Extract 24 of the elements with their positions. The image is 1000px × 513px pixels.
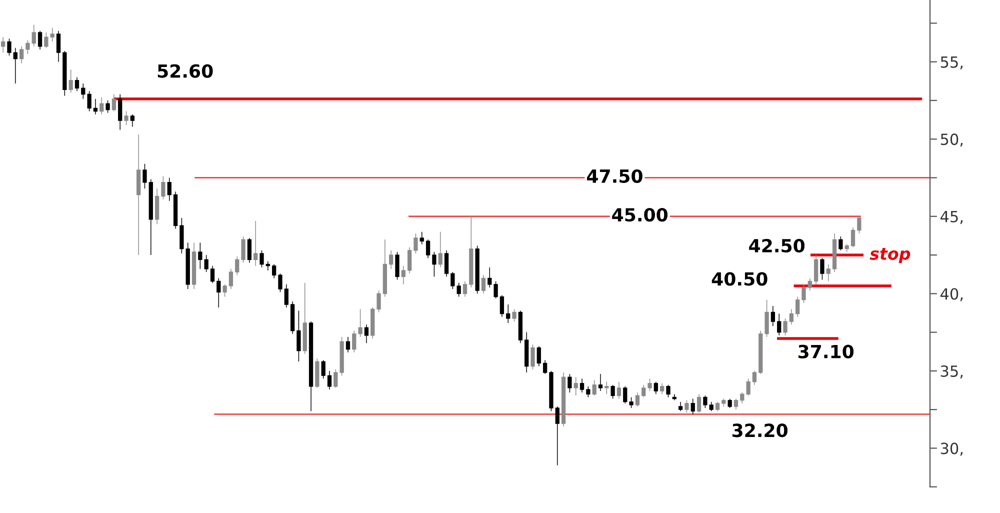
y-tick-label: 55, <box>940 56 963 70</box>
candlestick <box>254 221 258 266</box>
ref-line-label: 47.50 <box>586 169 642 183</box>
y-tick-label: 35, <box>940 365 963 379</box>
ref-line-label: 52.60 <box>158 64 213 78</box>
ref-line-label: 40.50 <box>712 272 768 286</box>
y-tick-label: 40, <box>940 288 963 302</box>
annotation: stop <box>870 248 910 264</box>
candlestick <box>672 394 676 400</box>
y-tick-label: 45, <box>940 211 963 224</box>
candlestick <box>1 37 6 53</box>
ref-line-label: 32.20 <box>732 424 788 438</box>
ref-line-label: 37.10 <box>798 344 854 358</box>
candlestick <box>506 304 510 324</box>
candlestick <box>598 374 603 392</box>
candlestick <box>136 134 141 256</box>
candlestick <box>13 48 18 84</box>
candlestick <box>93 98 98 114</box>
ref-line-label: 45.00 <box>612 208 668 222</box>
ref-line-label: 42.50 <box>749 238 805 253</box>
candlestick <box>555 406 560 466</box>
candlestick <box>266 261 270 270</box>
y-tick-label: 50, <box>940 134 963 147</box>
y-tick-label: 30, <box>940 442 963 456</box>
